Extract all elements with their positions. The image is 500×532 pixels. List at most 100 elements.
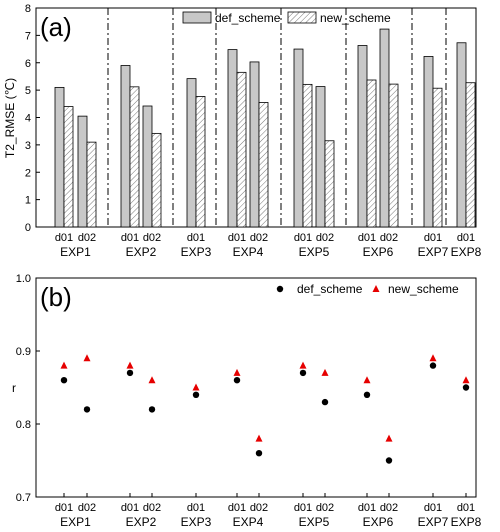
point-new-scheme — [192, 383, 200, 391]
b-x-tick-label: d01 — [55, 502, 73, 514]
a-group-label: EXP8 — [451, 245, 482, 259]
bar-def-scheme — [423, 56, 434, 228]
point-new-scheme — [148, 376, 156, 384]
b-group-label: EXP3 — [181, 515, 212, 529]
a-x-tick-label: d02 — [380, 232, 398, 244]
point-def-scheme — [255, 450, 263, 457]
legend-def-scheme-label: def_scheme — [297, 282, 363, 296]
bar-def-scheme — [186, 78, 197, 228]
point-def-scheme — [385, 457, 393, 464]
a-group-label: EXP4 — [233, 245, 264, 259]
legend-def-scheme-swatch — [182, 11, 212, 24]
b-group-label: EXP1 — [60, 515, 91, 529]
panel-b-legend: def_scheme new_scheme — [276, 282, 459, 296]
point-new-scheme — [321, 368, 329, 376]
b-y-tick-label: 0.8 — [16, 419, 31, 431]
point-new-scheme — [299, 361, 307, 369]
point-def-scheme — [192, 391, 200, 398]
bar-new-scheme — [86, 141, 97, 228]
a-x-tick-label: d02 — [143, 232, 161, 244]
a-group-label: EXP2 — [126, 245, 157, 259]
b-group-label: EXP8 — [451, 515, 482, 529]
b-x-tick-label: d02 — [78, 502, 96, 514]
b-x-tick-label: d01 — [294, 502, 312, 514]
a-x-tick-label: d01 — [457, 232, 475, 244]
point-new-scheme — [429, 354, 437, 362]
a-y-tick-label: 8 — [25, 3, 31, 15]
b-y-tick-label: 0.9 — [16, 346, 31, 358]
panel-b-label: (b) — [40, 282, 72, 312]
panel-a-group-separators — [107, 8, 447, 227]
a-y-tick-label: 7 — [25, 30, 31, 42]
a-group-label: EXP1 — [60, 245, 91, 259]
point-new-scheme — [462, 376, 470, 384]
b-x-tick-label: d01 — [358, 502, 376, 514]
legend-new-scheme-swatch — [287, 11, 317, 24]
bar-new-scheme — [129, 86, 140, 228]
a-x-tick-label: d02 — [250, 232, 268, 244]
a-y-tick-label: 0 — [25, 222, 31, 234]
a-x-tick-label: d01 — [358, 232, 376, 244]
a-y-tick-label: 5 — [25, 85, 31, 97]
point-def-scheme — [321, 398, 329, 406]
bar-new-scheme — [151, 132, 162, 228]
point-new-scheme — [60, 361, 68, 369]
bar-def-scheme — [379, 28, 390, 228]
legend-def-scheme-label: def_scheme — [215, 11, 281, 25]
point-new-scheme — [233, 368, 241, 376]
bar-new-scheme — [195, 96, 206, 228]
a-y-tick-label: 3 — [25, 140, 31, 152]
b-x-tick-label: d01 — [457, 502, 475, 514]
point-new-scheme — [255, 434, 263, 442]
panel-a-bars — [54, 28, 476, 228]
bar-def-scheme — [142, 105, 153, 228]
panel-b-y-axis-label: r — [12, 381, 16, 395]
b-group-label: EXP7 — [418, 515, 449, 529]
bar-def-scheme — [227, 49, 238, 228]
a-x-tick-label: d01 — [294, 232, 312, 244]
legend-new-scheme-label: new_scheme — [320, 11, 391, 25]
b-group-label: EXP5 — [299, 515, 330, 529]
a-x-tick-label: d01 — [228, 232, 246, 244]
bar-def-scheme — [456, 42, 467, 228]
panel-a-y-axis-label: T2_RMSE (℃) — [3, 78, 17, 158]
bar-new-scheme — [258, 102, 269, 228]
point-def-scheme — [299, 369, 307, 377]
b-x-tick-label: d02 — [380, 502, 398, 514]
b-x-tick-label: d01 — [228, 502, 246, 514]
bar-new-scheme — [465, 82, 476, 228]
a-group-label: EXP5 — [299, 245, 330, 259]
point-def-scheme — [60, 377, 68, 384]
b-x-tick-label: d01 — [424, 502, 442, 514]
point-def-scheme — [148, 406, 156, 413]
b-group-label: EXP4 — [233, 515, 264, 529]
bar-def-scheme — [77, 115, 88, 228]
bar-def-scheme — [293, 48, 304, 228]
b-x-tick-label: d02 — [250, 502, 268, 514]
a-y-tick-label: 2 — [25, 167, 31, 179]
b-y-tick-label: 1.0 — [16, 273, 31, 285]
bar-def-scheme — [315, 86, 326, 228]
panel-a-y-ticks: 0 1 2 3 4 5 6 7 8 — [25, 3, 40, 234]
bar-new-scheme — [366, 79, 377, 228]
panel-b-y-ticks: 0.7 0.8 0.9 1.0 — [16, 273, 40, 504]
bar-def-scheme — [249, 61, 260, 228]
point-def-scheme — [83, 406, 91, 413]
bar-new-scheme — [324, 140, 335, 228]
panel-a-label: (a) — [40, 12, 72, 42]
b-y-tick-label: 0.7 — [16, 492, 31, 504]
a-x-tick-label: d01 — [424, 232, 442, 244]
a-y-tick-label: 1 — [25, 195, 31, 207]
bar-def-scheme — [120, 65, 131, 228]
panel-b-points — [60, 354, 470, 464]
b-x-tick-label: d02 — [316, 502, 334, 514]
point-def-scheme — [126, 369, 134, 377]
bar-def-scheme — [357, 45, 368, 228]
point-def-scheme — [363, 391, 371, 398]
point-def-scheme — [233, 377, 241, 384]
panel-b-plot-frame — [35, 277, 477, 498]
